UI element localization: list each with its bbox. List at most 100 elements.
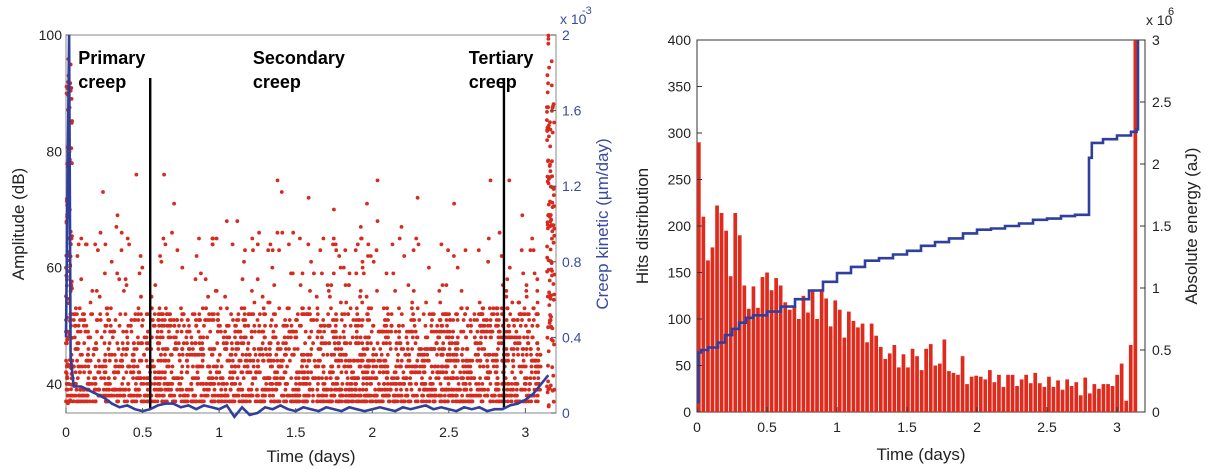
scatter-point	[365, 312, 369, 316]
scatter-point	[229, 382, 234, 386]
histogram-bar	[906, 367, 910, 412]
scatter-point	[409, 387, 414, 392]
scatter-point	[162, 318, 167, 322]
scatter-point	[548, 318, 553, 323]
scatter-point	[134, 347, 139, 351]
scatter-point	[423, 382, 427, 386]
scatter-point	[517, 335, 522, 340]
scatter-point	[497, 399, 502, 404]
scatter-point	[461, 364, 466, 369]
scatter-point	[76, 393, 81, 398]
scatter-point	[308, 352, 313, 357]
scatter-point	[538, 352, 543, 357]
scatter-point	[438, 382, 443, 386]
scatter-point	[166, 358, 171, 363]
scatter-point	[494, 318, 499, 322]
histogram-bar	[933, 365, 938, 412]
scatter-point	[443, 376, 448, 380]
scatter-point	[522, 306, 527, 311]
histogram-bar	[1019, 379, 1024, 412]
scatter-point	[397, 306, 401, 311]
histogram-bar	[1060, 389, 1065, 412]
scatter-point	[478, 323, 483, 328]
scatter-point	[488, 335, 493, 340]
scatter-point	[488, 399, 493, 404]
scatter-point	[180, 265, 185, 270]
scatter-point	[141, 318, 145, 322]
scatter-point	[139, 399, 144, 404]
scatter-point	[145, 376, 149, 380]
histogram-bar	[851, 320, 856, 412]
scatter-point	[270, 248, 275, 253]
scatter-point	[334, 358, 338, 363]
scatter-point	[410, 335, 415, 340]
x-tick-label: 3	[521, 424, 529, 440]
scatter-point	[255, 242, 260, 247]
scatter-point	[436, 364, 440, 369]
scatter-point	[185, 329, 189, 334]
scatter-point	[359, 399, 364, 404]
x-tick-label: 0.5	[133, 424, 153, 440]
scatter-point	[351, 358, 356, 363]
scatter-point	[525, 335, 530, 340]
scatter-point	[245, 364, 250, 369]
scatter-point	[122, 393, 127, 398]
histogram-bar	[715, 205, 719, 412]
scatter-point	[243, 358, 248, 363]
scatter-point	[214, 370, 219, 375]
scatter-point	[106, 347, 111, 351]
scatter-point	[504, 318, 509, 322]
scatter-point	[549, 324, 553, 329]
scatter-point	[102, 329, 107, 334]
scatter-point	[306, 312, 310, 316]
scatter-point	[455, 347, 460, 351]
scatter-point	[549, 59, 554, 64]
scatter-point	[547, 65, 551, 70]
scatter-point	[316, 364, 321, 369]
scatter-point	[506, 335, 511, 340]
scatter-point	[462, 370, 466, 375]
scatter-point	[529, 364, 534, 369]
scatter-point	[206, 318, 210, 322]
scatter-point	[359, 352, 363, 357]
scatter-point	[275, 178, 280, 183]
scatter-point	[547, 123, 551, 128]
scatter-point	[460, 393, 464, 398]
scatter-point	[279, 190, 284, 194]
scatter-point	[399, 225, 404, 229]
scatter-point	[187, 329, 192, 334]
scatter-point	[242, 259, 246, 264]
histogram-bar	[769, 290, 774, 412]
scatter-point	[385, 352, 390, 357]
scatter-point	[444, 358, 449, 363]
scatter-point	[360, 265, 365, 270]
scatter-point	[270, 382, 275, 386]
scatter-point	[330, 364, 335, 369]
scatter-point	[163, 347, 168, 351]
scatter-point	[157, 382, 162, 386]
scatter-point	[524, 289, 529, 293]
histogram-bar	[747, 308, 751, 412]
scatter-point	[527, 318, 531, 322]
scatter-point	[134, 172, 139, 177]
scatter-point	[427, 312, 432, 316]
scatter-point	[545, 110, 549, 114]
scatter-point	[253, 329, 257, 334]
scatter-point	[138, 376, 143, 380]
scatter-point	[132, 393, 136, 398]
scatter-point	[344, 300, 349, 305]
scatter-point	[530, 236, 535, 241]
scatter-point	[92, 387, 97, 392]
scatter-point	[88, 370, 92, 375]
scatter-point	[302, 312, 307, 316]
scatter-point	[504, 294, 509, 299]
histogram-bar	[938, 363, 942, 412]
scatter-point	[160, 399, 165, 404]
scatter-point	[156, 312, 161, 316]
scatter-point	[321, 236, 326, 241]
scatter-point	[408, 376, 413, 380]
scatter-point	[365, 364, 369, 369]
scatter-point	[524, 323, 528, 328]
scatter-point	[272, 376, 277, 380]
scatter-point	[74, 387, 79, 392]
